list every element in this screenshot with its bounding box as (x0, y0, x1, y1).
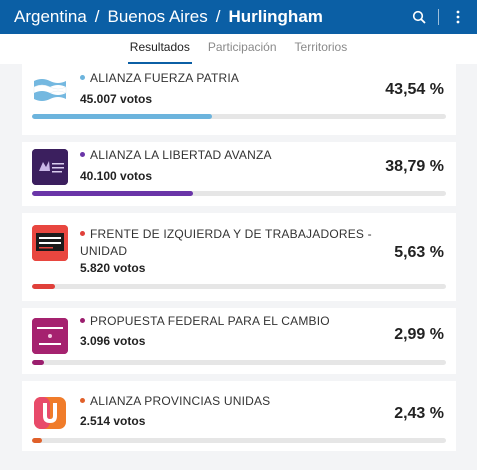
propuesta-federal-logo-icon (32, 318, 68, 354)
result-card[interactable]: FRENTE DE IZQUIERDA Y DE TRABAJADORES - U… (22, 213, 456, 301)
party-name: PROPUESTA FEDERAL PARA EL CAMBIO (80, 313, 330, 330)
argentina-flag-icon (33, 79, 67, 101)
percentage-bar-fill (32, 191, 193, 196)
vote-count: 40.100 votos (80, 169, 153, 183)
percentage-bar (32, 191, 446, 196)
percentage-bar-fill (32, 438, 43, 443)
party-name-text: ALIANZA FUERZA PATRIA (90, 71, 240, 85)
more-vertical-icon (456, 10, 460, 24)
party-name: ALIANZA PROVINCIAS UNIDAS (80, 393, 270, 410)
percentage-bar (32, 360, 446, 365)
party-logo (32, 72, 68, 108)
party-color-dot (80, 318, 85, 324)
vote-count: 5.820 votos (80, 261, 146, 275)
search-button[interactable] (410, 8, 428, 26)
party-color-dot (80, 152, 85, 158)
vote-percentage: 2,99 % (394, 326, 444, 343)
party-name-text: ALIANZA PROVINCIAS UNIDAS (90, 394, 271, 408)
party-name-text: ALIANZA LA LIBERTAD AVANZA (90, 148, 272, 162)
breadcrumb-country[interactable]: Argentina (14, 7, 87, 26)
party-logo (32, 149, 68, 185)
party-color-dot (80, 398, 85, 404)
libertad-avanza-logo-icon (32, 149, 68, 185)
vote-percentage: 43,54 % (385, 81, 444, 98)
tab-territorios[interactable]: Territorios (294, 40, 348, 54)
top-bar: Argentina / Buenos Aires / Hurlingham (0, 0, 477, 34)
party-name-text: PROPUESTA FEDERAL PARA EL CAMBIO (90, 314, 330, 328)
result-card[interactable]: ALIANZA LA LIBERTAD AVANZA 40.100 votos … (22, 142, 456, 206)
vote-count: 3.096 votos (80, 334, 146, 348)
party-name: ALIANZA LA LIBERTAD AVANZA (80, 147, 272, 164)
percentage-bar (32, 284, 446, 289)
party-logo (32, 225, 68, 261)
vote-count: 2.514 votos (80, 414, 146, 428)
toolbar-divider (438, 9, 439, 25)
party-name: ALIANZA FUERZA PATRIA (80, 70, 239, 87)
percentage-bar-fill (32, 284, 56, 289)
breadcrumb-separator: / (94, 7, 100, 26)
party-name: FRENTE DE IZQUIERDA Y DE TRABAJADORES - U… (80, 226, 372, 260)
breadcrumb-separator: / (215, 7, 221, 26)
breadcrumb-district: Hurlingham (228, 7, 323, 26)
breadcrumb-province[interactable]: Buenos Aires (107, 7, 208, 26)
percentage-bar (32, 114, 446, 119)
party-name-text: FRENTE DE IZQUIERDA Y DE TRABAJADORES - (90, 227, 372, 241)
result-card[interactable]: ALIANZA PROVINCIAS UNIDAS 2.514 votos 2,… (22, 381, 456, 451)
frente-izquierda-logo-icon (32, 225, 68, 261)
percentage-bar (32, 438, 446, 443)
party-logo (32, 395, 68, 431)
breadcrumb: Argentina / Buenos Aires / Hurlingham (14, 7, 323, 27)
vote-count: 45.007 votos (80, 92, 153, 106)
vote-percentage: 5,63 % (394, 244, 444, 261)
percentage-bar-fill (32, 360, 45, 365)
result-card[interactable]: ALIANZA FUERZA PATRIA 45.007 votos 43,54… (22, 64, 456, 135)
result-card[interactable]: PROPUESTA FEDERAL PARA EL CAMBIO 3.096 v… (22, 308, 456, 374)
provincias-unidas-logo-icon (34, 397, 66, 429)
party-name-text-line2: UNIDAD (80, 244, 128, 258)
party-logo (32, 318, 68, 354)
percentage-bar-fill (32, 114, 213, 119)
search-icon (412, 10, 426, 24)
vote-percentage: 2,43 % (394, 405, 444, 422)
more-options-button[interactable] (449, 8, 467, 26)
party-color-dot (80, 75, 85, 81)
tab-bar: Resultados Participación Territorios (0, 34, 477, 64)
vote-percentage: 38,79 % (385, 158, 444, 175)
party-color-dot (80, 231, 85, 237)
tab-resultados[interactable]: Resultados (127, 34, 192, 64)
tab-participacion[interactable]: Participación (207, 40, 277, 54)
